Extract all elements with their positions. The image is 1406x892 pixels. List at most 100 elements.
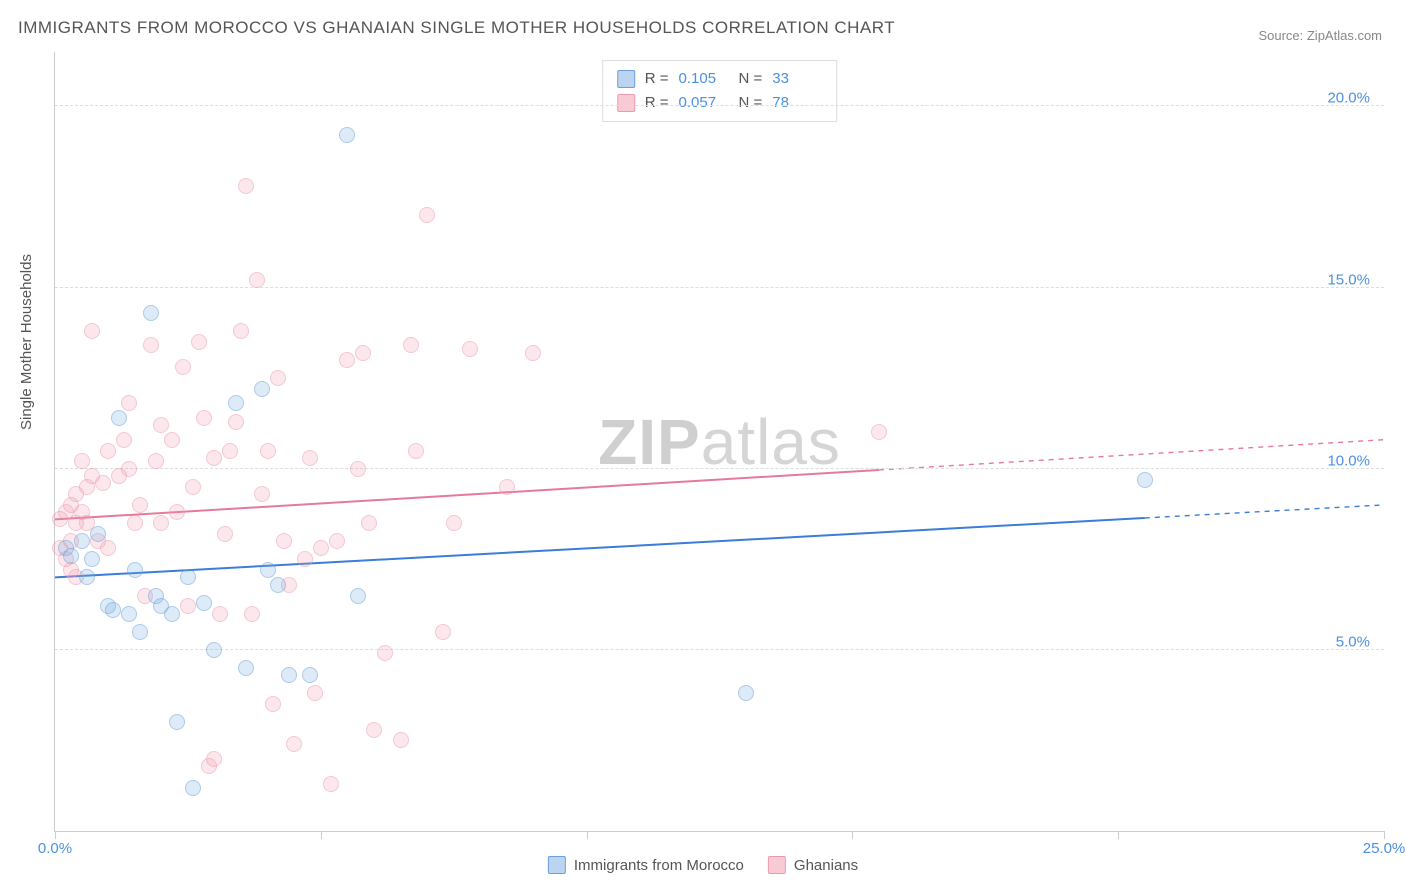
scatter-point [206,642,222,658]
scatter-point [84,551,100,567]
scatter-point [339,127,355,143]
scatter-point [132,497,148,513]
scatter-point [132,624,148,640]
scatter-point [355,345,371,361]
scatter-point [169,714,185,730]
scatter-point [121,606,137,622]
scatter-point [366,722,382,738]
scatter-point [361,515,377,531]
y-axis-label: Single Mother Households [18,254,35,430]
stats-row-blue: R = 0.105 N = 33 [617,67,823,91]
trend-line [55,518,1145,577]
scatter-point [90,526,106,542]
scatter-point [105,602,121,618]
scatter-point [435,624,451,640]
scatter-point [148,453,164,469]
scatter-point [276,533,292,549]
watermark-zip: ZIP [598,406,701,478]
scatter-point [339,352,355,368]
stats-legend: R = 0.105 N = 33 R = 0.057 N = 78 [602,60,838,122]
legend-item-pink: Ghanians [768,856,858,874]
swatch-pink-icon [768,856,786,874]
scatter-point [244,606,260,622]
swatch-pink-icon [617,94,635,112]
scatter-point [206,751,222,767]
y-tick-label: 10.0% [1327,452,1370,469]
scatter-point [180,598,196,614]
scatter-point [222,443,238,459]
scatter-point [228,414,244,430]
scatter-point [175,359,191,375]
scatter-point [185,780,201,796]
scatter-point [281,667,297,683]
gridline [55,649,1384,650]
y-tick-label: 5.0% [1336,633,1370,650]
trend-lines [55,52,1384,831]
scatter-point [307,685,323,701]
scatter-point [79,569,95,585]
scatter-point [1137,472,1153,488]
scatter-point [100,540,116,556]
scatter-point [169,504,185,520]
scatter-point [323,776,339,792]
scatter-point [212,606,228,622]
scatter-point [446,515,462,531]
scatter-point [153,417,169,433]
stats-row-pink: R = 0.057 N = 78 [617,91,823,115]
scatter-point [74,453,90,469]
scatter-point [260,562,276,578]
swatch-blue-icon [548,856,566,874]
scatter-point [738,685,754,701]
scatter-point [206,450,222,466]
scatter-point [297,551,313,567]
stat-r-label: R = [645,91,669,115]
scatter-point [270,370,286,386]
scatter-point [74,533,90,549]
scatter-point [393,732,409,748]
scatter-point [350,588,366,604]
x-tick [1118,831,1119,839]
scatter-point [499,479,515,495]
scatter-point [302,667,318,683]
scatter-point [419,207,435,223]
scatter-point [350,461,366,477]
y-tick-label: 15.0% [1327,271,1370,288]
scatter-point [286,736,302,752]
scatter-point [408,443,424,459]
legend-label: Ghanians [794,857,858,874]
plot-area: ZIPatlas R = 0.105 N = 33 R = 0.057 N = … [54,52,1384,832]
scatter-point [164,606,180,622]
scatter-point [95,475,111,491]
swatch-blue-icon [617,70,635,88]
scatter-point [84,323,100,339]
scatter-point [143,337,159,353]
scatter-point [238,178,254,194]
x-tick-label: 25.0% [1363,840,1406,857]
x-tick [321,831,322,839]
scatter-point [871,424,887,440]
scatter-point [265,696,281,712]
scatter-point [127,515,143,531]
stat-r-value: 0.057 [679,91,729,115]
scatter-point [254,486,270,502]
scatter-point [249,272,265,288]
x-tick [852,831,853,839]
source-label: Source: ZipAtlas.com [1258,28,1382,43]
stat-n-value: 78 [772,91,822,115]
scatter-point [164,432,180,448]
scatter-point [121,461,137,477]
scatter-point [238,660,254,676]
scatter-point [228,395,244,411]
stat-n-label: N = [739,67,763,91]
scatter-point [196,595,212,611]
scatter-point [260,443,276,459]
scatter-point [462,341,478,357]
scatter-point [270,577,286,593]
trend-line-extrapolated [879,440,1384,470]
x-tick [587,831,588,839]
y-tick-label: 20.0% [1327,90,1370,107]
scatter-point [302,450,318,466]
gridline [55,468,1384,469]
stat-n-label: N = [739,91,763,115]
scatter-point [185,479,201,495]
